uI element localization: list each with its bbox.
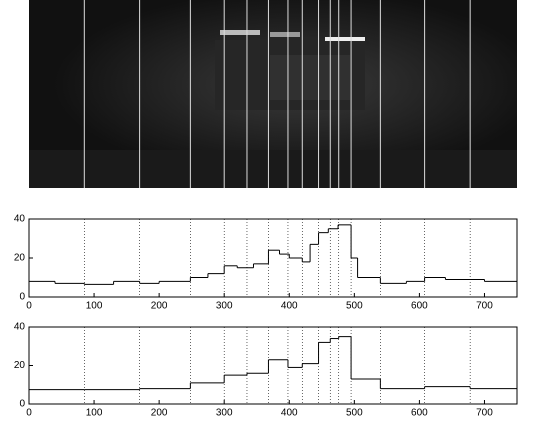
y-tick-label: 40: [14, 214, 26, 225]
x-tick-label: 500: [346, 408, 363, 419]
x-tick-label: 200: [151, 301, 168, 312]
x-tick-label: 600: [411, 301, 428, 312]
x-tick-label: 500: [346, 301, 363, 312]
x-tick-label: 200: [151, 408, 168, 419]
y-tick-label: 20: [14, 253, 26, 264]
x-tick-label: 0: [26, 408, 32, 419]
camera-image: [29, 0, 517, 188]
x-tick-label: 100: [86, 408, 103, 419]
x-tick-label: 400: [281, 301, 298, 312]
y-tick-label: 0: [19, 292, 25, 303]
x-tick-label: 100: [86, 301, 103, 312]
y-tick-label: 40: [14, 322, 26, 333]
y-tick-label: 0: [19, 399, 25, 410]
axes-box: [28, 218, 518, 298]
axes-box: [28, 326, 518, 405]
x-tick-label: 300: [216, 408, 233, 419]
x-tick-label: 600: [411, 408, 428, 419]
y-tick-label: 20: [14, 360, 26, 371]
x-tick-label: 400: [281, 408, 298, 419]
x-tick-label: 700: [476, 408, 493, 419]
x-tick-label: 700: [476, 301, 493, 312]
x-tick-label: 0: [26, 301, 32, 312]
x-tick-label: 300: [216, 301, 233, 312]
